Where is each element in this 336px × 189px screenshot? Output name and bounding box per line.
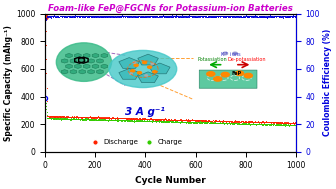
- Text: 3 A g⁻¹: 3 A g⁻¹: [125, 107, 165, 117]
- Text: FeP: FeP: [232, 71, 242, 76]
- Ellipse shape: [56, 43, 112, 81]
- Circle shape: [223, 52, 227, 55]
- Circle shape: [233, 52, 237, 55]
- Circle shape: [148, 66, 152, 68]
- Circle shape: [153, 71, 157, 73]
- Circle shape: [109, 50, 177, 88]
- FancyBboxPatch shape: [199, 70, 257, 88]
- Circle shape: [207, 72, 215, 76]
- Y-axis label: Coulombic Efficiency (%): Coulombic Efficiency (%): [323, 29, 332, 136]
- Circle shape: [142, 61, 146, 64]
- Circle shape: [133, 62, 136, 63]
- Circle shape: [134, 64, 138, 66]
- Circle shape: [244, 73, 252, 78]
- Text: De-potassiation: De-potassiation: [228, 57, 266, 62]
- Circle shape: [137, 72, 141, 74]
- Circle shape: [130, 73, 132, 74]
- Circle shape: [221, 72, 229, 77]
- X-axis label: Cycle Number: Cycle Number: [135, 176, 206, 185]
- Legend: Discharge, Charge: Discharge, Charge: [85, 136, 186, 148]
- Circle shape: [214, 77, 222, 81]
- Text: Potassiation: Potassiation: [197, 57, 227, 62]
- Circle shape: [236, 71, 244, 75]
- Text: K$^+$ ions: K$^+$ ions: [220, 50, 242, 59]
- Y-axis label: Specific Capacity (mAhg⁻¹): Specific Capacity (mAhg⁻¹): [4, 25, 13, 141]
- Circle shape: [145, 75, 148, 76]
- Circle shape: [151, 63, 154, 64]
- Circle shape: [131, 70, 135, 72]
- Title: Foam-like FeP@FGCNs for Potassium-ion Batteries: Foam-like FeP@FGCNs for Potassium-ion Ba…: [48, 4, 293, 13]
